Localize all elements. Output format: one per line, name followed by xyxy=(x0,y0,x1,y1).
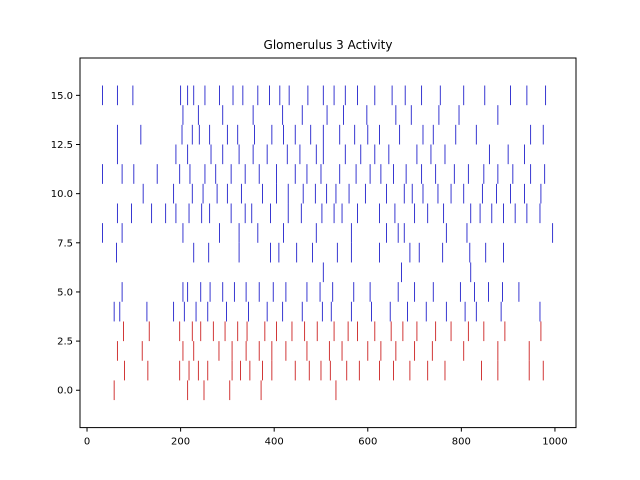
y-axis: 0.0 2.5 5.0 7.5 10.0 12.5 15.0 xyxy=(51,91,80,397)
y-tick-label: 2.5 xyxy=(57,337,73,348)
x-tick-label: 800 xyxy=(452,437,471,448)
x-tick-label: 1000 xyxy=(542,437,567,448)
x-tick-label: 0 xyxy=(84,437,90,448)
spike-layer xyxy=(102,85,554,401)
y-tick-label: 15.0 xyxy=(51,91,73,102)
y-tick-label: 0.0 xyxy=(57,386,73,397)
y-tick-label: 7.5 xyxy=(57,238,73,249)
x-axis: 0 200 400 600 800 1000 xyxy=(84,427,568,448)
x-tick-label: 600 xyxy=(358,437,377,448)
plot-area-frame xyxy=(79,57,577,429)
x-tick-label: 200 xyxy=(171,437,190,448)
y-tick-label: 10.0 xyxy=(51,189,73,200)
chart-title: Glomerulus 3 Activity xyxy=(264,38,393,52)
x-tick-label: 400 xyxy=(265,437,284,448)
y-tick-label: 12.5 xyxy=(51,140,73,151)
y-tick-label: 5.0 xyxy=(57,287,73,298)
